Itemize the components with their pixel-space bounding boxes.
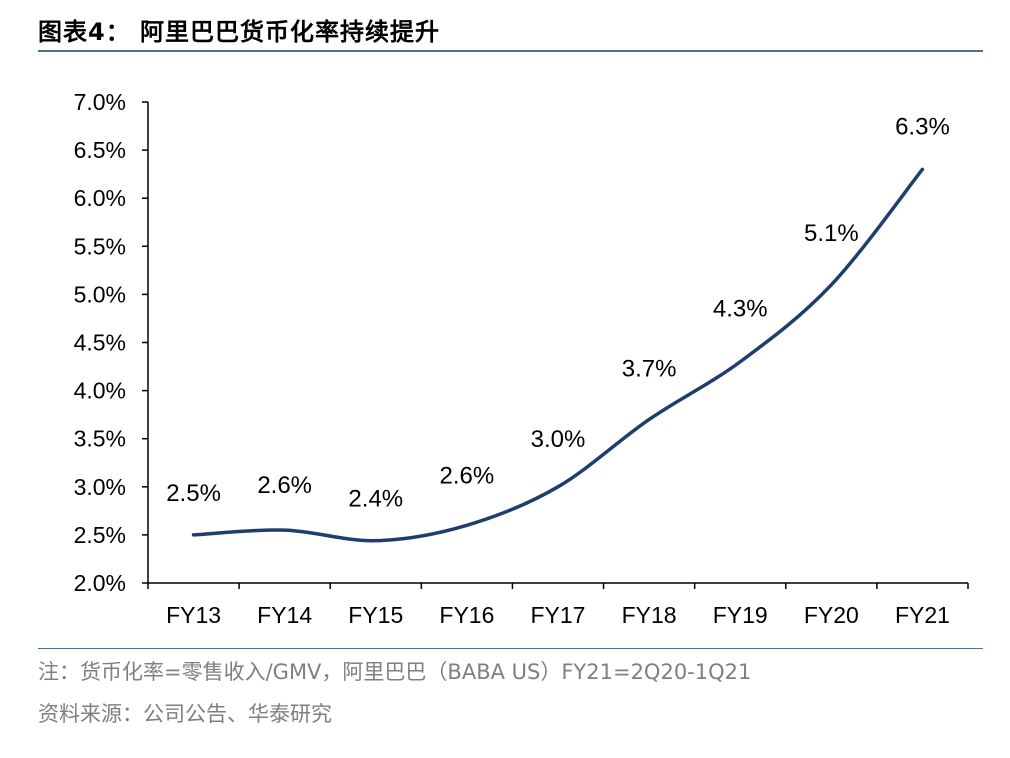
y-tick-label: 7.0% [74,89,126,115]
y-axis-ticks: 2.0% 2.5% 3.0% 3.5% 4.0% 4.5% 5.0% 5.5% 6.0% 6.5%… [74,89,148,596]
y-tick-label: 2.0% [74,570,126,596]
data-label: 4.3% [713,296,768,323]
x-tick-label: FY21 [895,602,950,628]
y-tick-label: 4.0% [74,378,126,404]
x-tick-label: FY16 [439,602,494,628]
footnote-source: 资料来源：公司公告、华泰研究 [38,702,332,726]
x-tick-label: FY13 [166,602,221,628]
y-tick-label: 3.5% [74,426,126,452]
top-rule [38,50,983,52]
x-tick-label: FY15 [348,602,403,628]
line-chart: 2.0% 2.5% 3.0% 3.5% 4.0% 4.5% 5.0% 5.5% 6.0% 6.5%… [74,89,969,628]
y-tick-label: 6.0% [74,185,126,211]
y-tick-label: 3.0% [74,474,126,500]
y-tick-label: 5.0% [74,281,126,307]
data-label: 3.0% [531,426,586,453]
series-line [191,167,925,543]
x-axis-ticks: FY13 FY14 FY15 FY16 FY17 FY18 FY19 FY20 FY21 [147,583,969,628]
data-label: 2.6% [440,462,495,489]
bottom-rule [38,648,983,649]
x-tick-label: FY14 [257,602,312,628]
footnote-note: 注：货币化率=零售收入/GMV，阿里巴巴（BABA US）FY21=2Q20-1… [38,660,752,684]
data-label: 5.1% [804,220,859,247]
y-tick-label: 2.5% [74,522,126,548]
data-label: 2.5% [166,480,221,507]
x-tick-label: FY18 [622,602,677,628]
y-tick-label: 4.5% [74,330,126,356]
y-tick-label: 6.5% [74,137,126,163]
data-label: 2.6% [257,472,312,499]
data-labels: 2.5% 2.6% 2.4% 2.6% 3.0% 3.7% 4.3% 5.1% 6.3% [166,113,950,512]
x-tick-label: FY17 [531,602,586,628]
x-tick-label: FY19 [713,602,768,628]
y-tick-label: 5.5% [74,233,126,259]
data-label: 2.4% [348,486,403,513]
figure-title: 图表4： 阿里巴巴货币化率持续提升 [38,18,441,46]
chart-axes [147,102,968,584]
x-tick-label: FY20 [804,602,859,628]
data-label: 3.7% [622,355,677,382]
data-label: 6.3% [895,113,950,140]
